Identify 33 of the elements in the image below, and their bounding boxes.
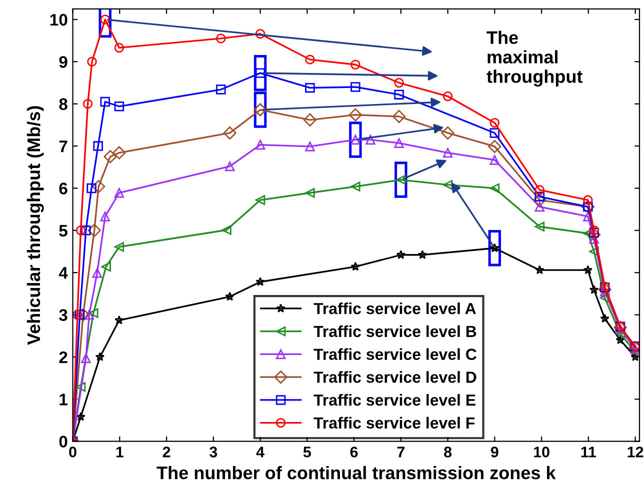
y-tick-label: 2	[59, 351, 68, 364]
x-tick-label: 11	[581, 446, 596, 458]
annotation: The maximal throughput	[486, 30, 583, 87]
y-tick-label: 4	[58, 267, 68, 279]
x-tick-label: 7	[397, 446, 404, 458]
y-tick-label: 0	[59, 436, 68, 448]
x-tick-label: 12	[628, 446, 644, 458]
x-tick-label: 0	[69, 446, 76, 458]
legend-label: Traffic service level B	[314, 325, 476, 338]
x-tick-label: 4	[256, 446, 264, 458]
y-tick-label: 8	[59, 98, 68, 110]
legend-label: Traffic service level F	[314, 416, 475, 429]
y-tick-label: 9	[59, 56, 68, 68]
x-axis-title: The number of continual transmission zones k	[156, 466, 556, 480]
legend-label: Traffic service level D	[314, 371, 476, 383]
x-tick-label: 1	[116, 446, 124, 458]
x-tick-label: 6	[350, 446, 358, 458]
y-axis-title: Vehicular throughput (Mb/s)	[26, 106, 44, 345]
y-tick-label: 1	[60, 394, 68, 406]
y-tick-label: 6	[59, 182, 68, 194]
legend-label: Traffic service level C	[314, 348, 476, 360]
x-tick-label: 5	[303, 446, 311, 458]
x-tick-label: 10	[534, 446, 550, 458]
legend-label: Traffic service level A	[314, 302, 476, 314]
y-tick-label: 10	[50, 14, 68, 26]
x-tick-label: 2	[162, 446, 170, 458]
x-tick-label: 3	[210, 446, 218, 458]
y-tick-label: 5	[59, 224, 68, 237]
x-tick-label: 9	[490, 446, 498, 458]
y-tick-label: 3	[59, 309, 68, 322]
legend-label: Traffic service level E	[314, 394, 476, 406]
x-tick-label: 8	[444, 446, 452, 458]
y-tick-label: 7	[59, 140, 68, 152]
